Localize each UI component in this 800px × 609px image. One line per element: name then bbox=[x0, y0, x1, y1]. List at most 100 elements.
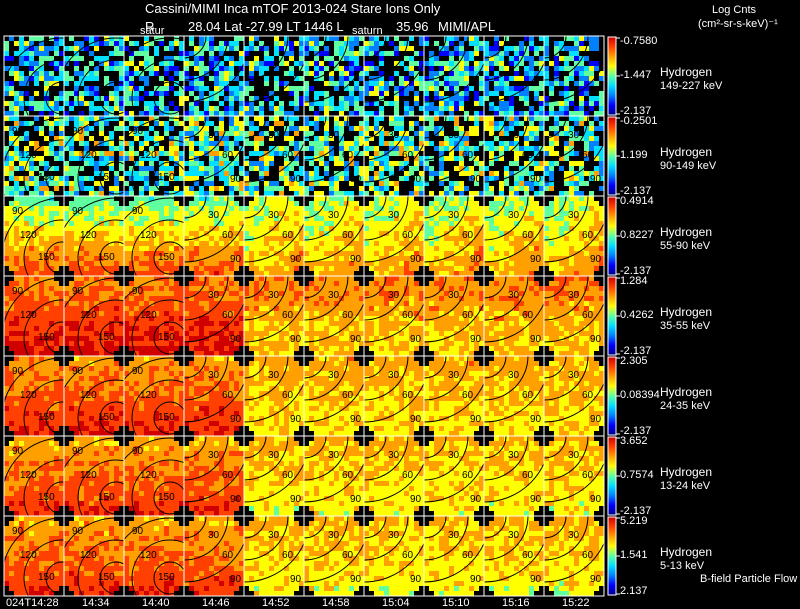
pixel-cell bbox=[339, 206, 344, 211]
pixel-cell bbox=[294, 126, 299, 131]
pixel-cell bbox=[34, 271, 39, 276]
pixel-cell bbox=[144, 156, 149, 161]
pixel-cell bbox=[144, 131, 149, 136]
pixel-cell bbox=[189, 156, 194, 161]
pixel-cell bbox=[559, 226, 564, 231]
pixel-cell bbox=[419, 176, 424, 181]
pixel-cell bbox=[489, 206, 494, 211]
pixel-cell bbox=[114, 51, 119, 56]
pixel-cell bbox=[189, 81, 194, 86]
pixel-cell bbox=[14, 261, 19, 266]
pixel-cell bbox=[169, 136, 174, 141]
pixel-cell bbox=[89, 296, 94, 301]
pixel-cell bbox=[74, 271, 79, 276]
pixel-cell bbox=[369, 241, 374, 246]
pixel-cell bbox=[44, 246, 49, 251]
pixel-cell bbox=[324, 101, 329, 106]
pixel-cell bbox=[484, 226, 489, 231]
pixel-cell bbox=[464, 166, 469, 171]
pixel-cell bbox=[479, 211, 484, 216]
pixel-cell bbox=[34, 71, 39, 76]
pixel-cell bbox=[299, 56, 304, 61]
pixel-cell bbox=[254, 191, 259, 196]
pixel-cell bbox=[364, 41, 369, 46]
pixel-cell bbox=[309, 266, 314, 271]
pixel-cell bbox=[59, 246, 64, 251]
pixel-cell bbox=[244, 61, 249, 66]
pixel-cell bbox=[9, 176, 14, 181]
pixel-cell bbox=[114, 246, 119, 251]
pixel-cell bbox=[119, 231, 124, 236]
pixel-cell bbox=[359, 166, 364, 171]
pixel-cell bbox=[284, 146, 289, 151]
pixel-cell bbox=[529, 171, 534, 176]
pixel-cell bbox=[69, 91, 74, 96]
pixel-cell bbox=[34, 156, 39, 161]
pixel-cell bbox=[449, 201, 454, 206]
pixel-cell bbox=[139, 201, 144, 206]
pixel-cell bbox=[209, 36, 214, 41]
pixel-cell bbox=[369, 176, 374, 181]
pixel-cell bbox=[24, 186, 29, 191]
pixel-cell bbox=[134, 306, 139, 311]
pixel-cell bbox=[424, 141, 429, 146]
pixel-cell bbox=[139, 341, 144, 346]
pixel-cell bbox=[214, 226, 219, 231]
pixel-cell bbox=[589, 221, 594, 226]
pixel-cell bbox=[224, 161, 229, 166]
pixel-cell bbox=[439, 266, 444, 271]
pixel-cell bbox=[564, 221, 569, 226]
pixel-cell bbox=[339, 271, 344, 276]
pixel-cell bbox=[409, 86, 414, 91]
pixel-cell bbox=[524, 71, 529, 76]
pixel-cell bbox=[34, 261, 39, 266]
image-panel bbox=[4, 196, 64, 276]
pixel-cell bbox=[174, 246, 179, 251]
pixel-cell bbox=[154, 181, 159, 186]
pixel-cell bbox=[559, 56, 564, 61]
pixel-cell bbox=[219, 271, 224, 276]
pixel-cell bbox=[479, 101, 484, 106]
pixel-cell bbox=[294, 161, 299, 166]
pixel-cell bbox=[104, 221, 109, 226]
pixel-cell bbox=[244, 171, 249, 176]
pixel-cell bbox=[34, 61, 39, 66]
pixel-cell bbox=[409, 106, 414, 111]
pixel-cell bbox=[459, 256, 464, 261]
pixel-cell bbox=[119, 291, 124, 296]
pixel-cell bbox=[124, 246, 129, 251]
pixel-cell bbox=[9, 111, 14, 116]
pixel-cell bbox=[354, 146, 359, 151]
pixel-cell bbox=[294, 211, 299, 216]
pixel-cell bbox=[374, 91, 379, 96]
pixel-cell bbox=[84, 256, 89, 261]
pixel-cell bbox=[14, 231, 19, 236]
pixel-cell bbox=[19, 261, 24, 266]
pixel-cell bbox=[424, 181, 429, 186]
pixel-cell bbox=[104, 111, 109, 116]
pixel-cell bbox=[29, 176, 34, 181]
pixel-cell bbox=[84, 116, 89, 121]
pixel-cell bbox=[479, 111, 484, 116]
pixel-cell bbox=[519, 206, 524, 211]
pixel-cell bbox=[554, 231, 559, 236]
pixel-cell bbox=[264, 271, 269, 276]
pixel-cell bbox=[59, 141, 64, 146]
pixel-cell bbox=[14, 141, 19, 146]
pixel-cell bbox=[379, 61, 384, 66]
pixel-cell bbox=[159, 166, 164, 171]
pixel-cell bbox=[24, 156, 29, 161]
pixel-cell bbox=[564, 236, 569, 241]
pixel-cell bbox=[334, 106, 339, 111]
pixel-cell bbox=[459, 186, 464, 191]
pixel-cell bbox=[324, 166, 329, 171]
pixel-cell bbox=[64, 121, 69, 126]
pixel-cell bbox=[414, 76, 419, 81]
pixel-cell bbox=[144, 211, 149, 216]
pixel-cell bbox=[164, 166, 169, 171]
pixel-cell bbox=[169, 66, 174, 71]
pixel-cell bbox=[269, 116, 274, 121]
pixel-cell bbox=[199, 256, 204, 261]
pixel-cell bbox=[584, 101, 589, 106]
pixel-cell bbox=[164, 311, 169, 316]
